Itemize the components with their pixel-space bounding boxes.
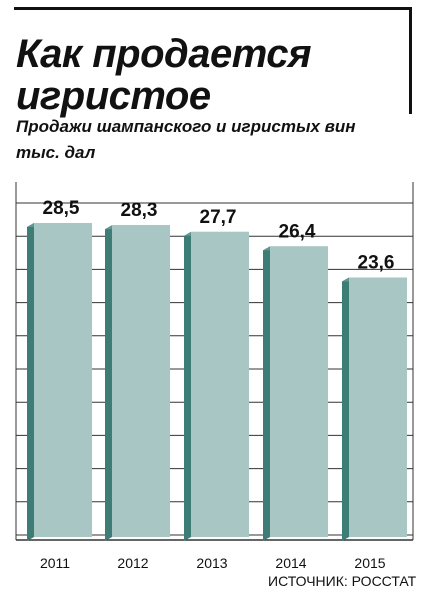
bar-value-label: 28,3 [121, 200, 158, 221]
bar-side [184, 231, 191, 541]
bar-value-label: 23,6 [358, 253, 395, 274]
title-frame [14, 7, 412, 114]
x-tick-label: 2014 [275, 555, 306, 571]
bar-value-label: 27,7 [200, 207, 237, 228]
bar-value-label: 28,5 [43, 198, 80, 219]
chart-title-line-2: игристое [16, 74, 211, 118]
chart-title-line-1: Как продается [16, 32, 312, 76]
bar [349, 277, 407, 537]
source-note: ИСТОЧНИК: РОССТАТ [268, 573, 417, 589]
x-tick-label: 2015 [354, 555, 385, 571]
x-tick-label: 2013 [196, 555, 227, 571]
x-tick-label: 2011 [40, 555, 70, 571]
bar-value-label: 26,4 [279, 221, 316, 242]
bar-side [105, 225, 112, 542]
bar [112, 225, 170, 538]
bar-side [342, 277, 349, 541]
chart-subtitle: Продажи шампанского и игристых вин [16, 117, 356, 136]
chart-unit-label: тыс. дал [16, 143, 96, 162]
bar [270, 246, 328, 537]
x-tick-label: 2012 [117, 555, 148, 571]
bar-side [27, 223, 34, 541]
bar-side [263, 246, 270, 541]
bar [34, 223, 92, 537]
bar [191, 231, 249, 537]
